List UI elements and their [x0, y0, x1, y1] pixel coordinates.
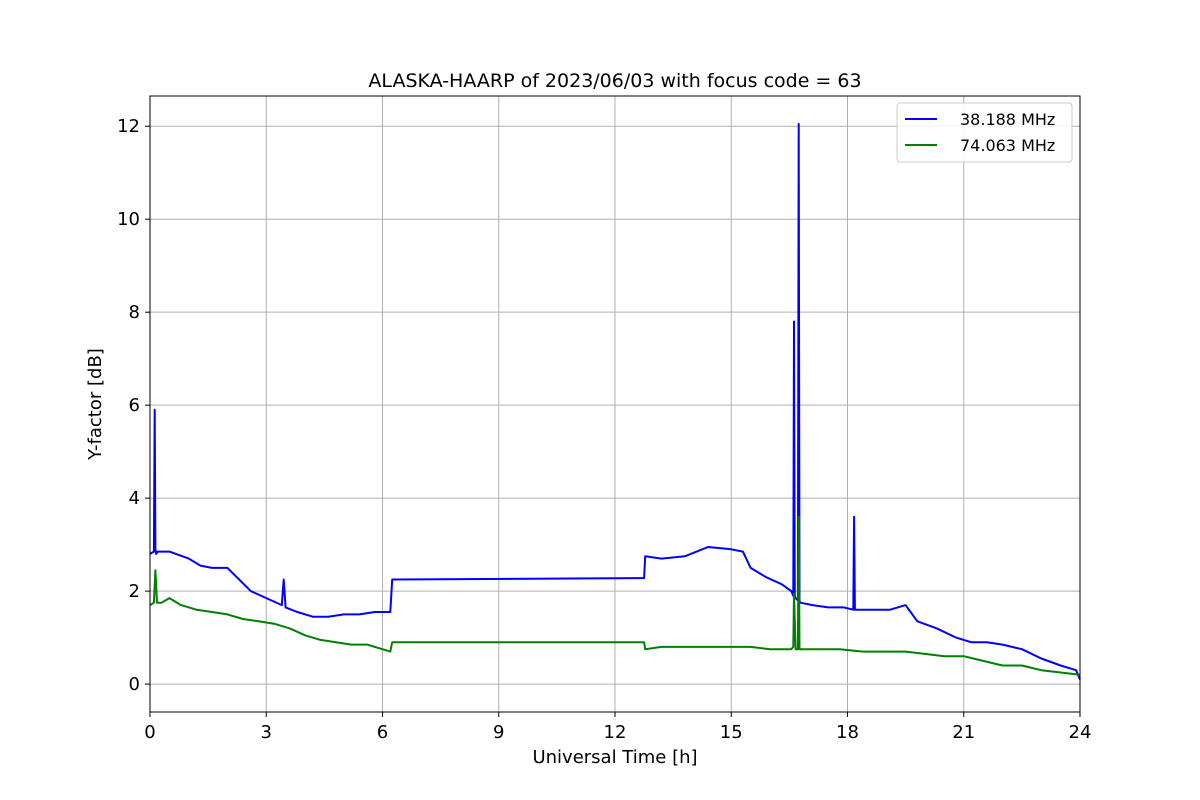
y-axis-title: Y-factor [dB] — [85, 348, 106, 461]
legend: 38.188 MHz 74.063 MHz — [896, 102, 1073, 163]
series-layer — [149, 122, 1081, 680]
x-tick-label: 15 — [720, 722, 743, 743]
x-tick-label: 0 — [144, 722, 155, 743]
x-tick-label: 24 — [1069, 722, 1092, 743]
x-tick-label: 9 — [493, 722, 504, 743]
series-line-2 — [149, 515, 1081, 676]
y-tick-label: 8 — [129, 302, 140, 323]
y-tick-label: 12 — [117, 116, 140, 137]
x-tick-label: 18 — [836, 722, 859, 743]
x-tick-label: 6 — [377, 722, 388, 743]
x-axis-title: Universal Time [h] — [532, 747, 697, 768]
y-axis: 0 2 4 6 8 10 12 — [117, 116, 150, 695]
legend-label: 74.063 MHz — [960, 136, 1055, 155]
chart-title: ALASKA-HAARP of 2023/06/03 with focus co… — [368, 70, 861, 92]
x-axis: 0 3 6 9 12 15 18 21 24 — [144, 712, 1091, 743]
x-tick-label: 21 — [952, 722, 975, 743]
legend-label: 38.188 MHz — [960, 110, 1055, 129]
y-tick-label: 2 — [129, 581, 140, 602]
y-tick-label: 4 — [129, 488, 140, 509]
x-tick-label: 3 — [261, 722, 272, 743]
series-line-1 — [149, 122, 1081, 680]
legend-box — [896, 102, 1073, 163]
y-tick-label: 0 — [129, 674, 140, 695]
x-tick-label: 12 — [604, 722, 627, 743]
y-tick-label: 6 — [129, 395, 140, 416]
y-tick-label: 10 — [117, 209, 140, 230]
